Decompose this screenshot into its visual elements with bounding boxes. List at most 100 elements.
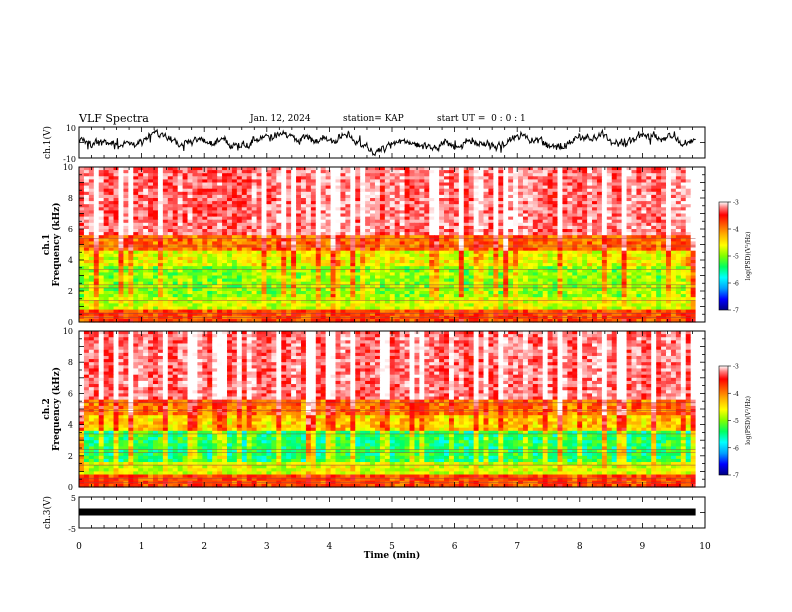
spectrogram-cell xyxy=(651,176,657,180)
spectrogram-cell xyxy=(79,198,85,202)
spectrogram-cell xyxy=(123,191,129,196)
spectrogram-cell xyxy=(360,185,366,190)
spectrogram-cell xyxy=(458,201,465,205)
spectrogram-cell xyxy=(251,198,258,202)
spectrogram-cell xyxy=(103,179,110,184)
spectrogram-cell xyxy=(271,204,277,208)
spectrogram-cell xyxy=(409,179,416,184)
spectrogram-cell xyxy=(468,188,475,193)
spectrogram-cell xyxy=(162,179,169,184)
spectrogram-cell xyxy=(128,173,134,177)
spectrogram-cell xyxy=(222,198,228,202)
spectrogram-cell xyxy=(429,176,435,180)
spectrogram-cell xyxy=(596,170,603,174)
spectrogram-cell xyxy=(567,201,573,205)
spectrogram-cell xyxy=(330,182,337,187)
spectrogram-cell xyxy=(478,182,485,187)
spectrogram-cell xyxy=(646,179,652,184)
spectrogram-cell xyxy=(429,198,435,202)
spectrogram-cell xyxy=(271,194,277,199)
spectrogram-cell xyxy=(666,182,672,187)
spectrogram-cell xyxy=(596,167,603,171)
spectrogram-cell xyxy=(286,191,292,196)
spectrogram-cell xyxy=(631,173,638,177)
spectrogram-cell xyxy=(320,191,327,196)
spectrogram-cell xyxy=(305,188,312,193)
spectrogram-cell xyxy=(266,194,272,199)
spectrogram-cell xyxy=(626,191,633,196)
spectrogram-cell xyxy=(572,194,578,199)
spectrogram-cell xyxy=(606,201,613,205)
spectrogram-cell xyxy=(152,204,159,208)
spectrogram-cell xyxy=(567,167,573,171)
spectrogram-cell xyxy=(148,170,154,174)
spectrogram-cell xyxy=(335,204,342,208)
spectrogram-cell xyxy=(276,201,282,205)
spectrogram-cell xyxy=(434,167,440,171)
spectrogram-cell xyxy=(503,173,509,177)
spectrogram-cell xyxy=(374,191,381,196)
spectrogram-cell xyxy=(93,182,100,187)
spectrogram-cell xyxy=(552,185,559,190)
spectrogram-cell xyxy=(172,179,179,184)
spectrogram-cell xyxy=(404,179,411,184)
spectrogram-cell xyxy=(379,176,386,180)
spectrogram-cell xyxy=(419,188,425,193)
spectrogram-cell xyxy=(547,176,554,180)
spectrogram-cell xyxy=(587,185,593,190)
spectrogram-cell xyxy=(222,185,228,190)
spectrogram-cell xyxy=(128,176,134,180)
spectrogram-cell xyxy=(108,182,115,187)
spectrogram-cell xyxy=(350,170,356,174)
spectrogram-cell xyxy=(424,176,430,180)
spectrogram-cell xyxy=(365,188,371,193)
spectrogram-cell xyxy=(567,176,573,180)
spectrogram-cell xyxy=(177,191,184,196)
spectrogram-cell xyxy=(409,191,416,196)
spectrogram-cell xyxy=(606,176,613,180)
spectrogram-cell xyxy=(226,185,233,190)
spectrogram-cell xyxy=(251,194,258,199)
spectrogram-cell xyxy=(310,194,317,199)
spectrogram-cell xyxy=(172,170,179,174)
spectrogram-cell xyxy=(291,198,297,202)
spectrogram-cell xyxy=(360,170,366,174)
spectrogram-cell xyxy=(330,170,337,174)
spectrogram-cell xyxy=(365,198,371,202)
spectrogram-cell xyxy=(444,198,450,202)
spectrogram-cell xyxy=(217,201,223,205)
spectrogram-cell xyxy=(320,194,327,199)
spectrogram-cell xyxy=(93,188,100,193)
spectrogram-cell xyxy=(675,173,682,177)
spectrogram-cell xyxy=(192,167,198,171)
spectrogram-cell xyxy=(424,185,430,190)
spectrogram-cell xyxy=(552,204,559,208)
spectrogram-cell xyxy=(226,170,233,174)
spectrogram-cell xyxy=(562,182,568,187)
spectrogram-cell xyxy=(552,194,559,199)
spectrogram-cell xyxy=(271,201,277,205)
spectrogram-cell xyxy=(241,198,248,202)
spectrogram-cell xyxy=(300,204,307,208)
spectrogram-cell xyxy=(636,204,642,208)
spectrogram-cell xyxy=(113,204,120,208)
spectrogram-cell xyxy=(296,176,302,180)
spectrogram-cell xyxy=(473,191,480,196)
spectrogram-cell xyxy=(463,179,470,184)
spectrogram-cell xyxy=(626,170,633,174)
spectrogram-cell xyxy=(478,185,485,190)
spectrogram-cell xyxy=(532,173,539,177)
spectrogram-cell xyxy=(557,185,564,190)
spectrogram-cell xyxy=(222,191,228,196)
spectrogram-cell xyxy=(187,173,194,177)
spectrogram-cell xyxy=(88,194,95,199)
spectrogram-cell xyxy=(177,194,184,199)
spectrogram-cell xyxy=(409,170,416,174)
spectrogram-cell xyxy=(379,170,386,174)
spectrogram-cell xyxy=(113,191,120,196)
spectrogram-cell xyxy=(547,198,554,202)
spectrogram-cell xyxy=(453,188,460,193)
spectrogram-cell xyxy=(177,167,184,171)
spectrogram-cell xyxy=(473,201,480,205)
spectrogram-cell xyxy=(365,185,371,190)
